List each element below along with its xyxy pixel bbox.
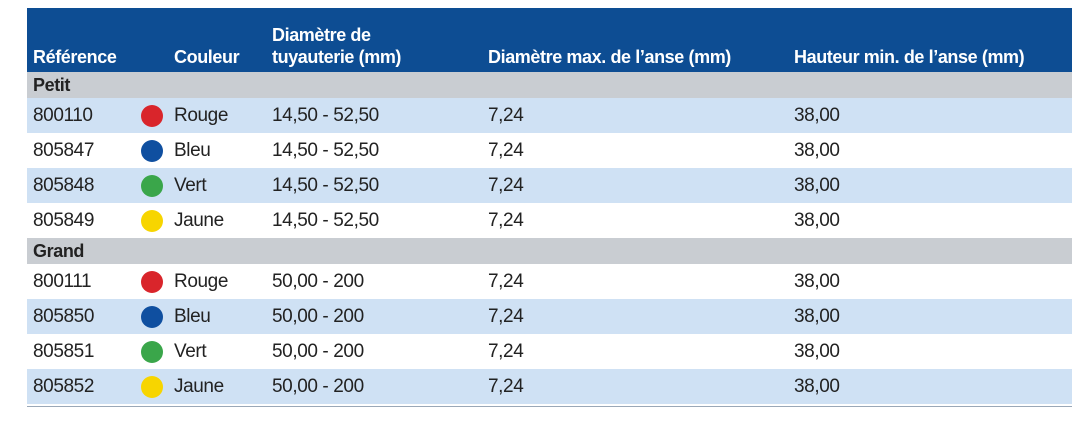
max-handle-diameter: 7,24	[488, 271, 524, 292]
column-header: Diamètre max. de l’anse (mm)	[488, 46, 731, 68]
group-label: Petit	[33, 75, 71, 95]
color-dot	[141, 105, 163, 127]
max-handle-diameter: 7,24	[488, 210, 524, 231]
colour-name: Vert	[174, 341, 207, 362]
colour-name: Jaune	[174, 210, 224, 231]
min-handle-height: 38,00	[794, 140, 840, 161]
colour-name: Rouge	[174, 271, 228, 292]
table-header: Référence Couleur Diamètre de tuyauterie (m…	[27, 8, 1072, 72]
max-handle-diameter: 7,24	[488, 105, 524, 126]
colour-name: Jaune	[174, 376, 224, 397]
pipe-diameter: 50,00 - 200	[272, 341, 364, 362]
table-row: 805847 Bleu 14,50 - 52,50 7,24 38,00	[27, 133, 1072, 168]
min-handle-height: 38,00	[794, 105, 840, 126]
reference: 805849	[33, 210, 95, 231]
pipe-diameter: 14,50 - 52,50	[272, 210, 379, 231]
color-dot	[141, 306, 163, 328]
table-row: 800110 Rouge 14,50 - 52,50 7,24 38,00	[27, 98, 1072, 133]
color-dot	[141, 140, 163, 162]
pipe-diameter: 14,50 - 52,50	[272, 175, 379, 196]
table-row: 805850 Bleu 50,00 - 200 7,24 38,00	[27, 299, 1072, 334]
min-handle-height: 38,00	[794, 341, 840, 362]
header-line: Diamètre de	[272, 25, 371, 45]
color-dot	[141, 210, 163, 232]
group-row: Grand	[27, 238, 1072, 264]
min-handle-height: 38,00	[794, 175, 840, 196]
reference: 805847	[33, 140, 95, 161]
table-row: 800111 Rouge 50,00 - 200 7,24 38,00	[27, 264, 1072, 299]
header-line: Hauteur min. de l’anse (mm)	[794, 47, 1025, 67]
column-header: Couleur	[174, 46, 240, 68]
color-dot	[141, 376, 163, 398]
pipe-diameter: 50,00 - 200	[272, 376, 364, 397]
header-line: tuyauterie (mm)	[272, 47, 402, 67]
pipe-diameter: 14,50 - 52,50	[272, 105, 379, 126]
table-row: 805852 Jaune 50,00 - 200 7,24 38,00	[27, 369, 1072, 404]
header-line: Couleur	[174, 47, 240, 67]
column-header: Hauteur min. de l’anse (mm)	[794, 46, 1025, 68]
pipe-diameter: 50,00 - 200	[272, 271, 364, 292]
max-handle-diameter: 7,24	[488, 140, 524, 161]
table-row: 805848 Vert 14,50 - 52,50 7,24 38,00	[27, 168, 1072, 203]
reference: 805848	[33, 175, 95, 196]
reference: 805851	[33, 341, 95, 362]
pipe-diameter: 50,00 - 200	[272, 306, 364, 327]
reference: 800110	[33, 105, 93, 126]
column-header: Diamètre de tuyauterie (mm)	[272, 24, 401, 68]
group-row: Petit	[27, 72, 1072, 98]
reference: 805852	[33, 376, 95, 397]
colour-name: Bleu	[174, 306, 211, 327]
min-handle-height: 38,00	[794, 306, 840, 327]
group-label: Grand	[33, 241, 85, 261]
max-handle-diameter: 7,24	[488, 175, 524, 196]
min-handle-height: 38,00	[794, 210, 840, 231]
color-dot	[141, 341, 163, 363]
reference: 800111	[33, 271, 92, 292]
colour-name: Bleu	[174, 140, 211, 161]
max-handle-diameter: 7,24	[488, 341, 524, 362]
color-dot	[141, 271, 163, 293]
colour-name: Vert	[174, 175, 207, 196]
max-handle-diameter: 7,24	[488, 306, 524, 327]
colour-name: Rouge	[174, 105, 228, 126]
min-handle-height: 38,00	[794, 376, 840, 397]
column-header: Référence	[33, 46, 117, 68]
table-row: 805849 Jaune 14,50 - 52,50 7,24 38,00	[27, 203, 1072, 238]
table-bottom-rule	[27, 406, 1072, 407]
table-row: 805851 Vert 50,00 - 200 7,24 38,00	[27, 334, 1072, 369]
color-dot	[141, 175, 163, 197]
pipe-diameter: 14,50 - 52,50	[272, 140, 379, 161]
header-line: Diamètre max. de l’anse (mm)	[488, 47, 731, 67]
reference: 805850	[33, 306, 95, 327]
max-handle-diameter: 7,24	[488, 376, 524, 397]
header-line: Référence	[33, 47, 117, 67]
min-handle-height: 38,00	[794, 271, 840, 292]
